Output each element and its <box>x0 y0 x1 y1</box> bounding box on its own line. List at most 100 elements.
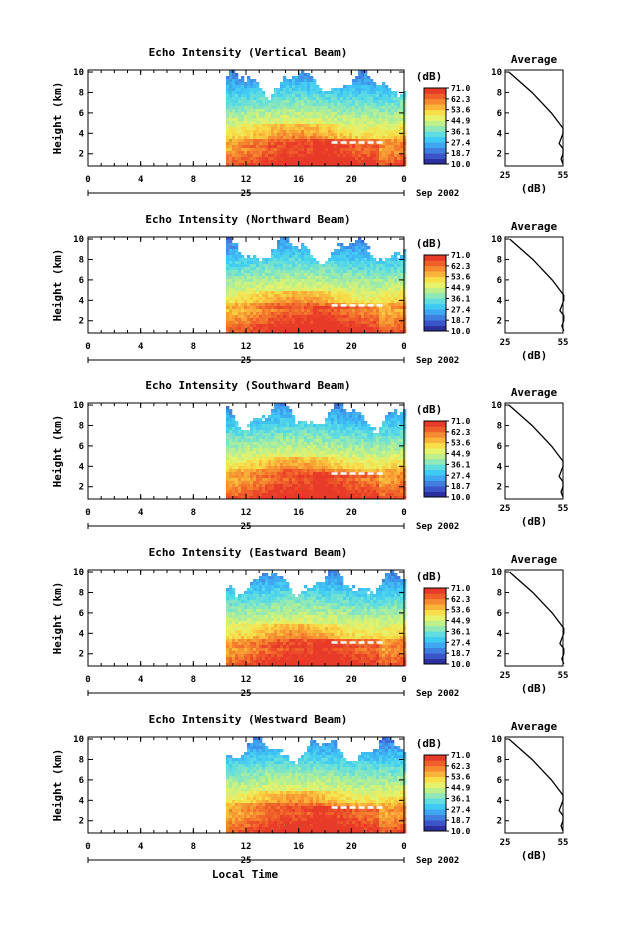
heatmap-cell <box>256 139 260 143</box>
heatmap-cell <box>352 409 356 413</box>
heatmap-cell <box>391 282 395 286</box>
heatmap-cell <box>247 103 251 107</box>
heatmap-cell <box>304 451 308 455</box>
heatmap-cell <box>304 279 308 283</box>
heatmap-cell <box>355 496 359 500</box>
heatmap-cell <box>298 427 302 431</box>
heatmap-cell <box>334 418 338 422</box>
heatmap-cell <box>316 94 320 98</box>
heatmap-cell <box>253 121 257 125</box>
heatmap-cell <box>400 154 404 158</box>
heatmap-cell <box>244 100 248 104</box>
heatmap-cell <box>280 421 284 425</box>
heatmap-cell <box>253 267 257 271</box>
heatmap-cell <box>322 442 326 446</box>
heatmap-cell <box>256 430 260 434</box>
heatmap-cell <box>340 270 344 274</box>
heatmap-cell <box>244 457 248 461</box>
heatmap-cell <box>355 142 359 146</box>
heatmap-cell <box>340 136 344 140</box>
heatmap-cell <box>346 255 350 259</box>
heatmap-cell <box>280 409 284 413</box>
heatmap-cell <box>271 424 275 428</box>
heatmap-cell <box>349 330 353 334</box>
heatmap-cell <box>259 496 263 500</box>
heatmap-cell <box>313 94 317 98</box>
heatmap-cell <box>307 439 311 443</box>
heatmap-cell <box>328 451 332 455</box>
heatmap-cell <box>253 136 257 140</box>
heatmap-cell <box>316 466 320 470</box>
heatmap-cell <box>373 258 377 262</box>
heatmap-cell <box>244 439 248 443</box>
heatmap-cell <box>346 421 350 425</box>
heatmap-cell <box>328 448 332 452</box>
heatmap-cell <box>256 115 260 119</box>
heatmap-cell <box>403 327 407 331</box>
heatmap-cell <box>346 318 350 322</box>
heatmap-cell <box>277 148 281 152</box>
heatmap-cell <box>292 264 296 268</box>
heatmap-cell <box>331 418 335 422</box>
heatmap-cell <box>331 327 335 331</box>
heatmap-cell <box>343 300 347 304</box>
heatmap-cell <box>373 88 377 92</box>
heatmap-cell <box>379 130 383 134</box>
heatmap-cell <box>385 273 389 277</box>
heatmap-cell <box>283 433 287 437</box>
heatmap-cell <box>298 460 302 464</box>
heatmap-cell <box>322 160 326 164</box>
heatmap-cell <box>328 112 332 116</box>
heatmap-cell <box>328 145 332 149</box>
heatmap-cell <box>301 478 305 482</box>
heatmap-cell <box>262 130 266 134</box>
heatmap-cell <box>244 442 248 446</box>
heatmap-cell <box>286 285 290 289</box>
heatmap-cell <box>283 448 287 452</box>
heatmap-cell <box>286 85 290 89</box>
heatmap-cell <box>364 457 368 461</box>
heatmap-cell <box>352 160 356 164</box>
heatmap-cell <box>232 312 236 316</box>
heatmap-cell <box>238 255 242 259</box>
heatmap-cell <box>385 139 389 143</box>
heatmap-cell <box>238 270 242 274</box>
heatmap-cell <box>310 303 314 307</box>
heatmap-cell <box>364 493 368 497</box>
heatmap-cell <box>358 112 362 116</box>
heatmap-cell <box>373 94 377 98</box>
heatmap-cell <box>376 327 380 331</box>
heatmap-cell <box>316 430 320 434</box>
heatmap-cell <box>280 151 284 155</box>
heatmap-cell <box>310 130 314 134</box>
average-y-tick-label: 2 <box>497 150 502 160</box>
heatmap-cell <box>295 261 299 265</box>
heatmap-cell <box>250 312 254 316</box>
heatmap-cell <box>295 318 299 322</box>
heatmap-cell <box>403 94 407 98</box>
heatmap-cell <box>241 109 245 113</box>
heatmap-cell <box>295 148 299 152</box>
heatmap-cell <box>265 121 269 125</box>
heatmap-cell <box>235 160 239 164</box>
heatmap-cell <box>325 91 329 95</box>
heatmap-cell <box>262 436 266 440</box>
heatmap-cell <box>259 94 263 98</box>
heatmap-cell <box>250 85 254 89</box>
heatmap-cell <box>292 436 296 440</box>
heatmap-cell <box>400 282 404 286</box>
heatmap-cell <box>289 88 293 92</box>
heatmap-cell <box>247 160 251 164</box>
heatmap-cell <box>364 106 368 110</box>
heatmap-cell <box>346 327 350 331</box>
heatmap-cell <box>304 481 308 485</box>
heatmap-cell <box>334 270 338 274</box>
heatmap-cell <box>352 463 356 467</box>
heatmap-cell <box>367 97 371 101</box>
heatmap-cell <box>343 285 347 289</box>
heatmap-cell <box>226 454 230 458</box>
heatmap-cell <box>349 315 353 319</box>
heatmap-cell <box>373 315 377 319</box>
heatmap-cell <box>361 127 365 131</box>
heatmap-cell <box>289 433 293 437</box>
